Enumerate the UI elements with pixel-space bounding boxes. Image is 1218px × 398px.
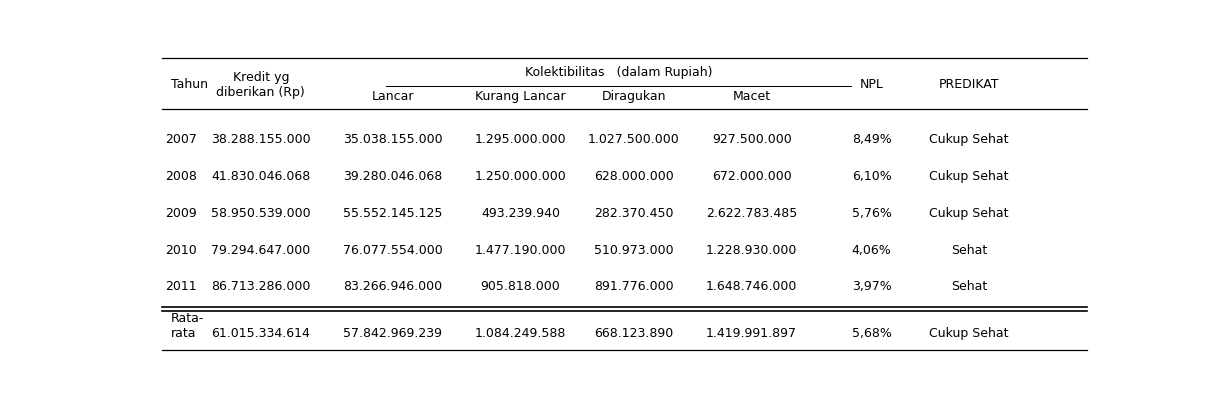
Text: 83.266.946.000: 83.266.946.000: [343, 280, 442, 293]
Text: 41.830.046.068: 41.830.046.068: [211, 170, 311, 183]
Text: Macet: Macet: [732, 90, 771, 103]
Text: 3,97%: 3,97%: [851, 280, 892, 293]
Text: Rata-: Rata-: [171, 312, 205, 326]
Text: Tahun: Tahun: [171, 78, 208, 91]
Text: PREDIKAT: PREDIKAT: [939, 78, 999, 91]
Text: Kolektibilitas   (dalam Rupiah): Kolektibilitas (dalam Rupiah): [525, 66, 713, 79]
Text: Sehat: Sehat: [950, 280, 987, 293]
Text: NPL: NPL: [860, 78, 883, 91]
Text: 2.622.783.485: 2.622.783.485: [706, 207, 798, 220]
Text: 2007: 2007: [164, 133, 196, 146]
Text: 39.280.046.068: 39.280.046.068: [343, 170, 442, 183]
Text: 1.027.500.000: 1.027.500.000: [588, 133, 680, 146]
Text: 1.228.930.000: 1.228.930.000: [706, 244, 798, 257]
Text: 1.648.746.000: 1.648.746.000: [706, 280, 798, 293]
Text: 668.123.890: 668.123.890: [594, 327, 674, 340]
Text: Diragukan: Diragukan: [602, 90, 666, 103]
Text: 672.000.000: 672.000.000: [711, 170, 792, 183]
Text: 61.015.334.614: 61.015.334.614: [212, 327, 311, 340]
Text: 905.818.000: 905.818.000: [481, 280, 560, 293]
Text: 2009: 2009: [164, 207, 196, 220]
Text: 1.295.000.000: 1.295.000.000: [475, 133, 566, 146]
Text: 2008: 2008: [164, 170, 196, 183]
Text: 1.250.000.000: 1.250.000.000: [475, 170, 566, 183]
Text: Sehat: Sehat: [950, 244, 987, 257]
Text: 4,06%: 4,06%: [851, 244, 892, 257]
Text: 282.370.450: 282.370.450: [594, 207, 674, 220]
Text: 76.077.554.000: 76.077.554.000: [343, 244, 443, 257]
Text: 38.288.155.000: 38.288.155.000: [211, 133, 311, 146]
Text: 2010: 2010: [164, 244, 196, 257]
Text: 891.776.000: 891.776.000: [594, 280, 674, 293]
Text: Cukup Sehat: Cukup Sehat: [929, 327, 1009, 340]
Text: Kurang Lancar: Kurang Lancar: [475, 90, 565, 103]
Text: 5,68%: 5,68%: [851, 327, 892, 340]
Text: 8,49%: 8,49%: [851, 133, 892, 146]
Text: 1.477.190.000: 1.477.190.000: [475, 244, 566, 257]
Text: rata: rata: [171, 327, 196, 340]
Text: Cukup Sehat: Cukup Sehat: [929, 133, 1009, 146]
Text: 58.950.539.000: 58.950.539.000: [211, 207, 311, 220]
Text: Cukup Sehat: Cukup Sehat: [929, 207, 1009, 220]
Text: 86.713.286.000: 86.713.286.000: [211, 280, 311, 293]
Text: 927.500.000: 927.500.000: [711, 133, 792, 146]
Text: 55.552.145.125: 55.552.145.125: [343, 207, 442, 220]
Text: 5,76%: 5,76%: [851, 207, 892, 220]
Text: 493.239.940: 493.239.940: [481, 207, 560, 220]
Text: 1.084.249.588: 1.084.249.588: [475, 327, 566, 340]
Text: Cukup Sehat: Cukup Sehat: [929, 170, 1009, 183]
Text: Kredit yg
diberikan (Rp): Kredit yg diberikan (Rp): [217, 70, 306, 99]
Text: 35.038.155.000: 35.038.155.000: [343, 133, 443, 146]
Text: 6,10%: 6,10%: [851, 170, 892, 183]
Text: Lancar: Lancar: [371, 90, 414, 103]
Text: 57.842.969.239: 57.842.969.239: [343, 327, 442, 340]
Text: 510.973.000: 510.973.000: [594, 244, 674, 257]
Text: 1.419.991.897: 1.419.991.897: [706, 327, 797, 340]
Text: 2011: 2011: [164, 280, 196, 293]
Text: 628.000.000: 628.000.000: [594, 170, 674, 183]
Text: 79.294.647.000: 79.294.647.000: [211, 244, 311, 257]
